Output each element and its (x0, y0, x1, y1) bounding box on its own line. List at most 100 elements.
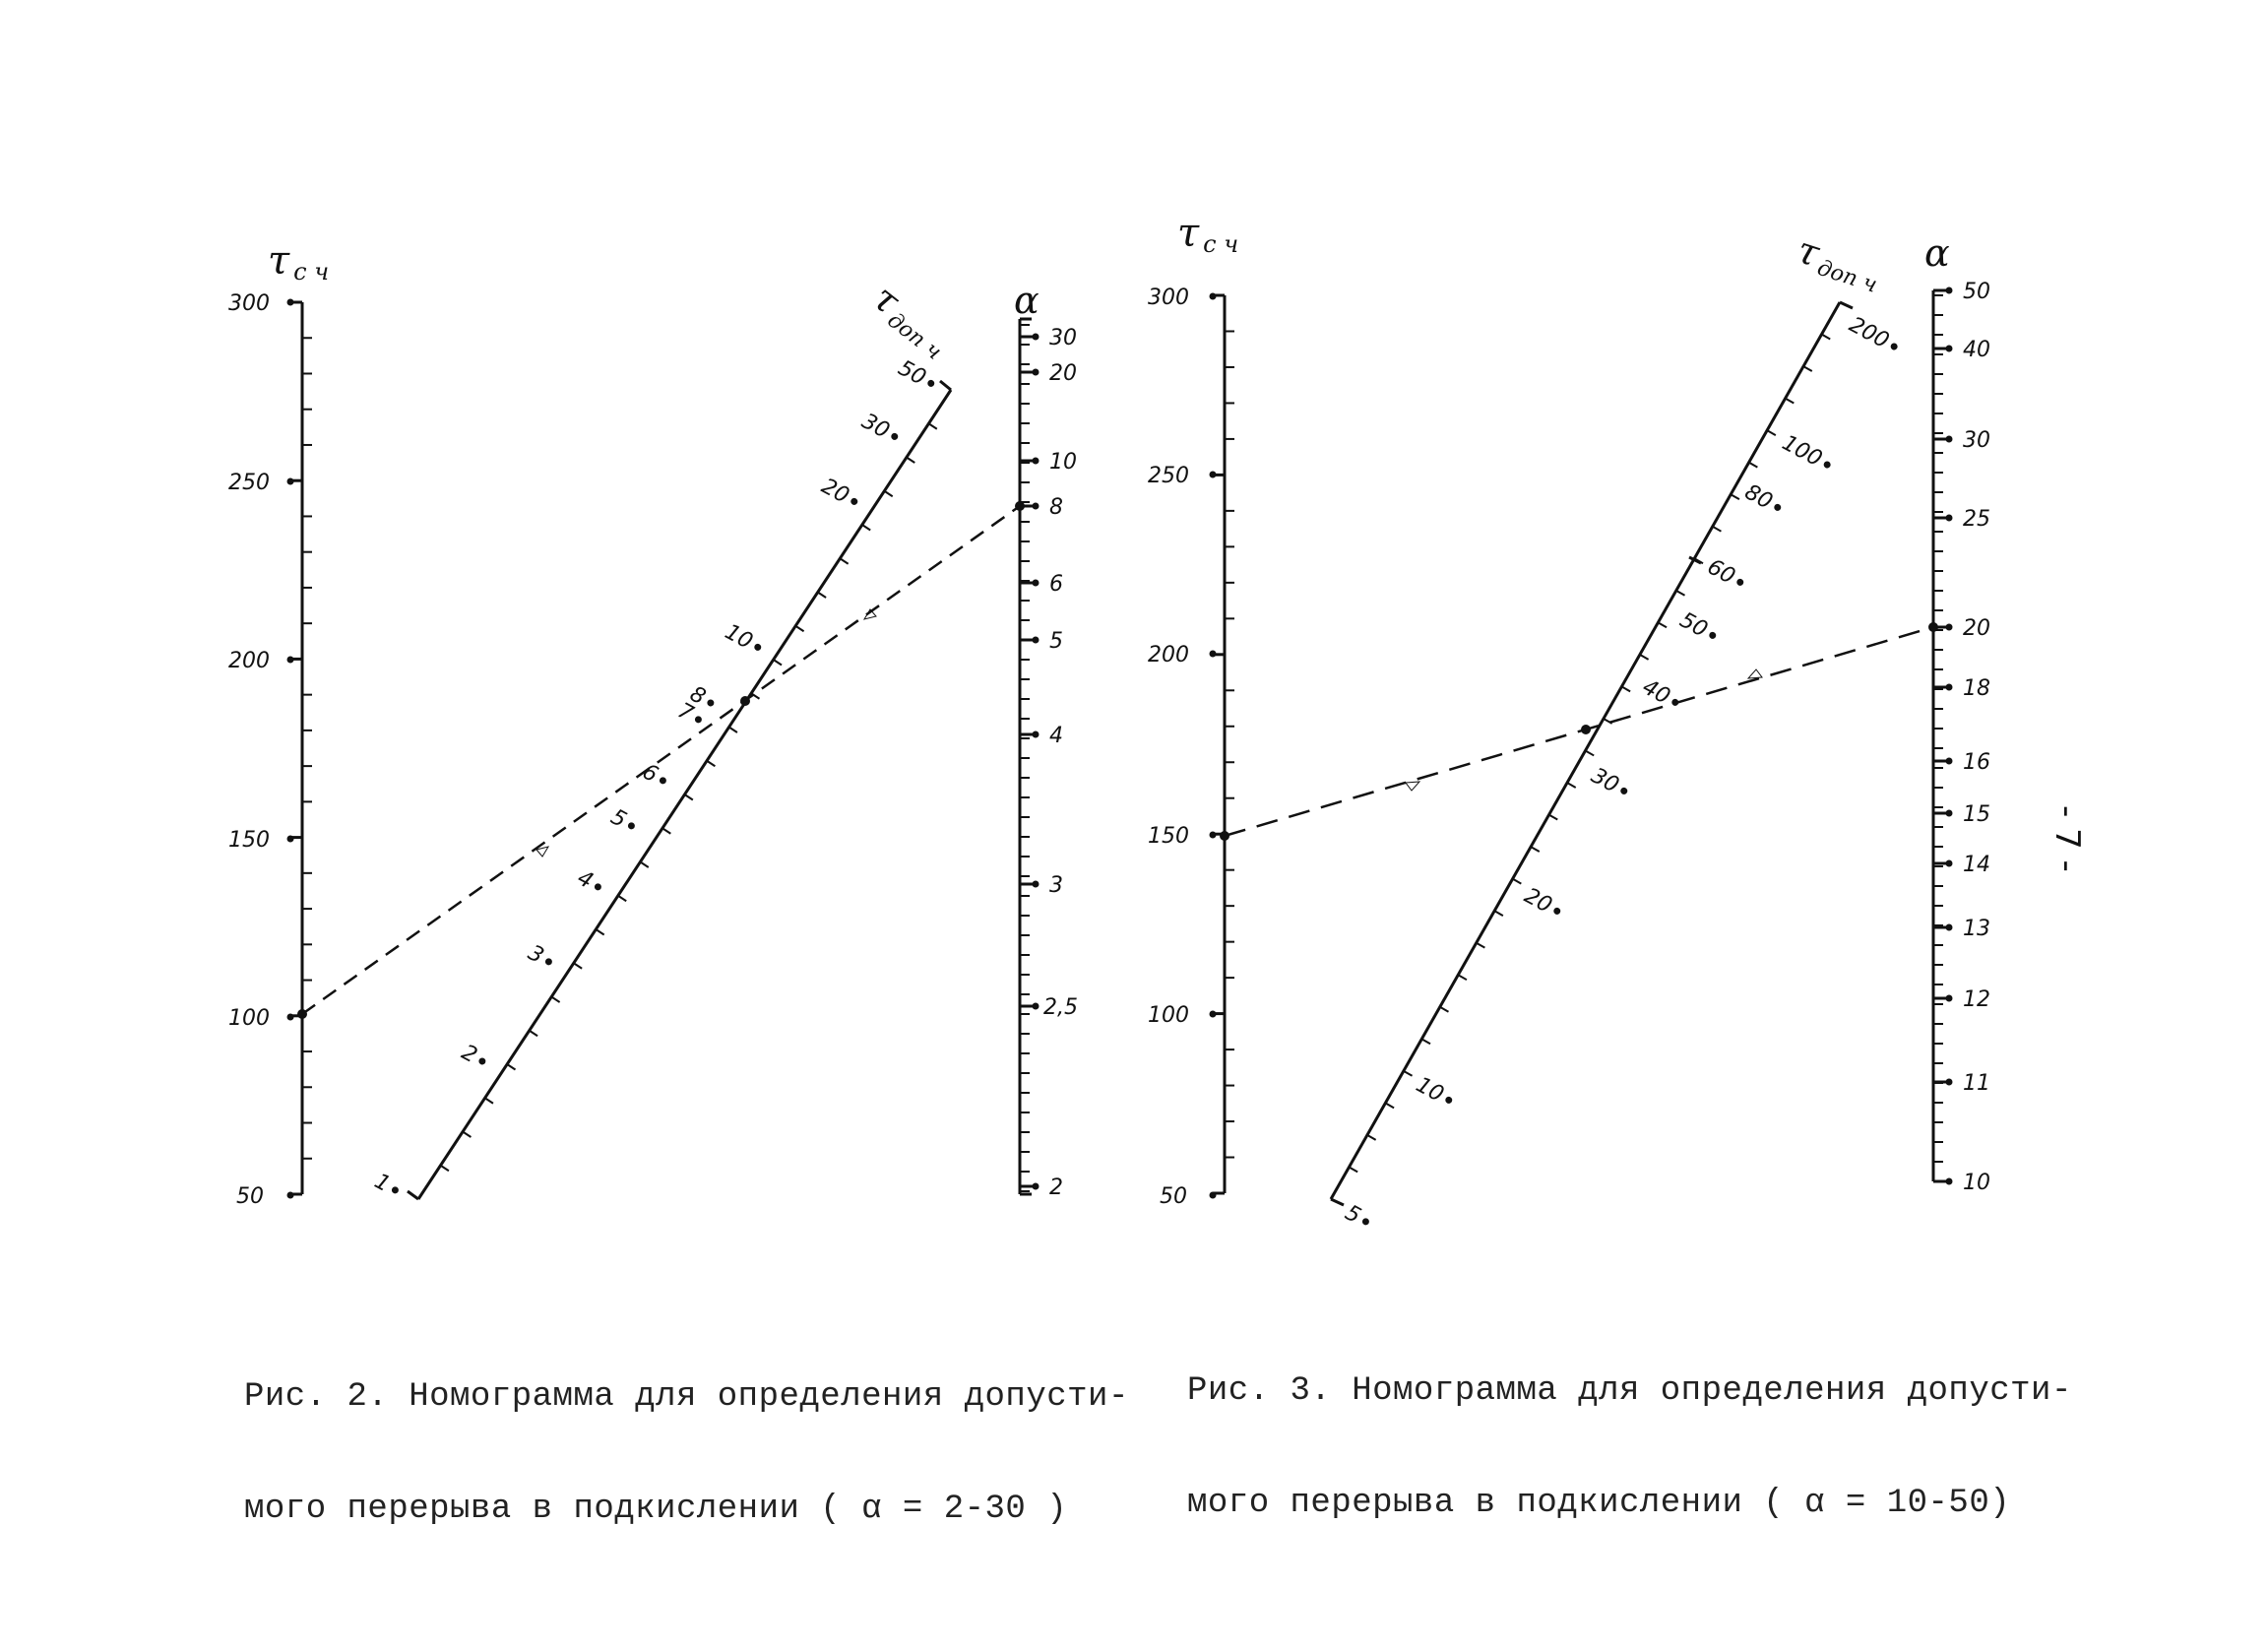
fig2-example-arrow (536, 846, 550, 858)
fig2-middle-minor-tick (817, 591, 827, 599)
fig2-middle-minor-tick (861, 524, 871, 532)
fig2-middle-tick-label: 1 (370, 1169, 394, 1197)
axis-label-dot (707, 699, 715, 707)
fig2-middle-tick-label: 4 (573, 865, 597, 894)
axis-label-dot (1945, 286, 1953, 294)
axis-label-dot (1209, 831, 1217, 839)
fig2-middle-minor-tick (906, 456, 915, 464)
fig2-left-tick-labels: 300 250 200 150 100 50 (228, 291, 294, 1209)
fig3-left-tick-label: 150 (1148, 824, 1189, 849)
fig2-middle-minor-tick (639, 860, 650, 868)
fig2-right-tick-label: 30 (1049, 326, 1077, 350)
axis-label-dot (1032, 731, 1040, 738)
fig2-right-tick-label: 2 (1049, 1175, 1063, 1200)
fig2-right-minor-ticks (1020, 324, 1030, 1192)
figure-2-caption-line-2: мого перерыва в подкислении ( α = 2-30 ) (244, 1491, 1068, 1528)
page-number: - 7 - (2048, 805, 2087, 872)
fig3-right-tick-label: 16 (1963, 750, 1990, 775)
fig2-middle-minor-tick (839, 557, 850, 565)
fig3-middle-tick-label: 40 (1638, 674, 1673, 709)
fig3-middle-minor-tick (1657, 621, 1668, 629)
fig2-example-end-dot (1015, 501, 1025, 511)
fig3-right-tick-label: 20 (1963, 616, 1990, 641)
fig3-right-tick-labels: 50 40 30 25 20 18 16 15 14 13 12 11 10 (1933, 280, 1990, 1195)
fig3-left-tick-label: 250 (1148, 464, 1189, 488)
axis-label-dot (659, 777, 666, 785)
axis-label-dot (1032, 368, 1040, 376)
figure-3-caption-line-2: мого перерыва в подкислении ( α = 10-50) (1187, 1485, 2011, 1522)
axis-label-dot (1945, 1177, 1953, 1185)
fig2-middle-tick-label: 20 (817, 474, 852, 508)
fig2-middle-minor-tick (595, 928, 605, 936)
fig3-middle-minor-tick (1476, 941, 1485, 949)
fig3-middle-minor-tick (1785, 397, 1795, 405)
fig2-middle-minor-tick (706, 759, 716, 768)
fig3-middle-minor-tick (1675, 589, 1686, 597)
fig2-middle-minor-tick (662, 827, 671, 835)
fig2-right-tick-label: 3 (1049, 873, 1063, 898)
fig3-middle-minor-tick (1712, 525, 1722, 533)
fig3-middle-tick-labels: 5 10 20 30 40 50 60 80 100 200 (1341, 312, 1898, 1229)
fig2-middle-minor-tick (506, 1063, 517, 1071)
fig2-left-tick-label: 300 (228, 291, 270, 316)
fig3-left-tick-labels: 300 250 200 150 100 50 (1148, 286, 1217, 1209)
fig2-example-arrow (862, 608, 877, 620)
axis-label-dot (1945, 859, 1953, 867)
fig2-middle-minor-tick (573, 962, 583, 970)
fig2-example-dashed-line (301, 504, 1021, 1016)
fig3-middle-axis-title: τдоп ч (1791, 227, 1886, 298)
axis-label-dot (286, 1191, 294, 1199)
fig3-left-tick-label: 100 (1148, 1003, 1189, 1028)
fig3-middle-tick-label: 80 (1740, 479, 1776, 514)
axis-label-dot (286, 1013, 294, 1021)
fig3-middle-minor-tick (1585, 749, 1595, 757)
fig2-left-tick-label: 100 (228, 1006, 270, 1031)
fig3-middle-minor-tick (1730, 493, 1740, 501)
fig3-middle-tick-label: 10 (1412, 1072, 1447, 1107)
fig3-right-minor-ticks (1933, 294, 1943, 1182)
fig3-right-tick-label: 15 (1963, 802, 1990, 827)
fig3-middle-axis-start-cap (1330, 1197, 1345, 1207)
axis-label-dot (1736, 578, 1744, 586)
axis-label-dot (286, 477, 294, 485)
fig2-middle-minor-tick (794, 624, 805, 633)
fig3-middle-tick-label: 30 (1587, 763, 1622, 797)
fig2-right-tick-label: 10 (1049, 450, 1077, 475)
fig3-right-tick-label: 10 (1963, 1171, 1990, 1195)
fig2-middle-minor-tick (883, 489, 894, 498)
fig3-middle-minor-tick (1821, 333, 1831, 341)
axis-label-dot (1032, 502, 1040, 510)
axis-label-dot (1032, 636, 1040, 644)
axis-label-dot (1945, 809, 1953, 817)
fig3-middle-minor-tick (1384, 1102, 1395, 1110)
axis-label-dot (1945, 683, 1953, 691)
axis-label-dot (1032, 1182, 1040, 1190)
fig2-right-tick-label: 4 (1049, 724, 1063, 748)
fig2-right-tick-label: 6 (1049, 572, 1063, 597)
fig3-example-dashed-line (1224, 625, 1934, 838)
axis-label-dot (1209, 292, 1217, 300)
axis-label-dot (391, 1186, 399, 1194)
fig2-left-tick-label: 50 (236, 1184, 264, 1209)
axis-label-dot (1945, 623, 1953, 631)
axis-label-dot (1945, 435, 1953, 443)
axis-label-dot (927, 379, 935, 387)
fig2-middle-tick-label: 30 (857, 409, 893, 443)
fig3-right-tick-label: 12 (1963, 987, 1990, 1012)
fig2-middle-tick-label: 10 (721, 619, 756, 654)
axis-label-dot (478, 1057, 486, 1065)
fig2-middle-minor-tick (683, 794, 694, 801)
fig3-middle-minor-tick (1566, 782, 1577, 789)
axis-label-dot (1620, 787, 1628, 794)
fig2-middle-minor-tick (773, 659, 783, 667)
fig3-right-tick-label: 18 (1963, 676, 1990, 701)
fig3-middle-minor-tick (1420, 1038, 1431, 1046)
fig3-middle-minor-tick (1512, 877, 1522, 885)
axis-label-dot (286, 656, 294, 664)
fig2-right-tick-label: 2,5 (1043, 995, 1078, 1020)
fig2-middle-minor-tick (439, 1164, 450, 1173)
fig2-middle-minor-tick (462, 1130, 472, 1138)
